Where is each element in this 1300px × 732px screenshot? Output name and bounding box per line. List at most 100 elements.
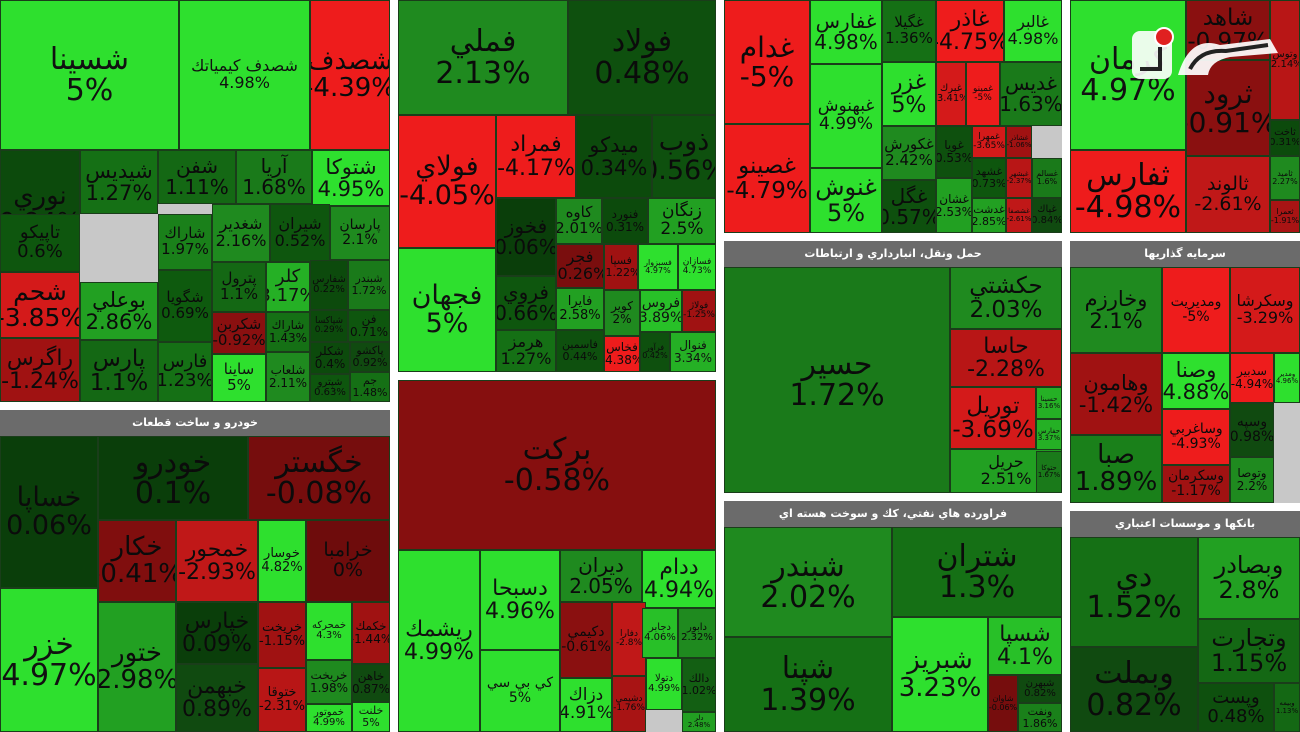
stock-tile[interactable]: دزاك 4.91% bbox=[560, 678, 612, 732]
stock-tile[interactable]: راگرس -1.24% bbox=[0, 338, 80, 402]
stock-tile[interactable]: ثرود-0.91% bbox=[1186, 60, 1270, 156]
stock-tile[interactable]: خموتور 4.99% bbox=[306, 704, 352, 732]
stock-tile[interactable]: ختور 2.98% bbox=[98, 602, 176, 732]
stock-tile[interactable]: شاراك 1.43% bbox=[266, 312, 310, 352]
stock-tile[interactable]: حسير 1.72% bbox=[724, 267, 950, 493]
stock-tile[interactable]: شيران 0.52% bbox=[270, 204, 330, 262]
stock-tile[interactable]: فرآور 0.42% bbox=[640, 332, 670, 372]
stock-tile[interactable]: وخارزم 2.1% bbox=[1070, 267, 1162, 353]
stock-tile[interactable]: ثاخت 0.31% bbox=[1270, 120, 1300, 156]
stock-tile[interactable]: غكورش 2.42% bbox=[882, 126, 936, 180]
stock-tile[interactable]: شلعاب 2.11% bbox=[266, 352, 310, 402]
stock-tile[interactable]: وتوس-2.14% bbox=[1270, 0, 1300, 120]
stock-tile[interactable]: دجابر 4.06% bbox=[642, 608, 678, 658]
stock-tile[interactable]: فمراد -4.17% bbox=[496, 115, 576, 198]
stock-tile[interactable]: حفارس 3.37% bbox=[1036, 419, 1062, 451]
stock-tile[interactable]: ومديريت -5% bbox=[1162, 267, 1230, 353]
stock-tile[interactable]: زنگان 2.5% bbox=[648, 198, 716, 244]
stock-tile[interactable]: غشصفا -2.61% bbox=[1006, 198, 1032, 233]
stock-tile[interactable]: سدبير -4.94% bbox=[1230, 353, 1274, 403]
stock-tile[interactable]: وبصادر 2.8% bbox=[1198, 537, 1300, 619]
stock-tile[interactable]: غنوش 5% bbox=[810, 168, 882, 233]
stock-tile[interactable]: خبهمن 0.89% bbox=[176, 664, 258, 732]
stock-tile[interactable]: فسپا-1.22% bbox=[604, 244, 638, 290]
stock-tile[interactable]: شسپا 4.1% bbox=[988, 617, 1062, 675]
stock-tile[interactable]: خودرو 0.1% bbox=[98, 436, 248, 520]
stock-tile[interactable]: وهامون -1.42% bbox=[1070, 353, 1162, 435]
stock-tile[interactable]: غالبر 4.98% bbox=[1004, 0, 1062, 62]
stock-tile[interactable]: وسكرمان -1.17% bbox=[1162, 465, 1230, 503]
stock-tile[interactable]: غدشت 2.85% bbox=[972, 198, 1006, 233]
stock-tile[interactable]: فسبزوار 4.97% bbox=[638, 244, 678, 290]
stock-tile[interactable]: شيديس 1.27% bbox=[80, 150, 158, 214]
stock-tile[interactable]: فاسمين 0.44% bbox=[556, 330, 604, 372]
stock-tile[interactable]: غسالم 1.6% bbox=[1032, 158, 1062, 198]
stock-tile[interactable]: خريخت -1.15% bbox=[258, 602, 306, 668]
stock-tile[interactable]: شپنا 1.39% bbox=[724, 637, 892, 732]
stock-tile[interactable]: دابور 2.32% bbox=[678, 608, 716, 658]
stock-tile[interactable]: ديران 2.05% bbox=[560, 550, 642, 602]
stock-tile[interactable]: شغدير 2.16% bbox=[212, 204, 270, 262]
stock-tile[interactable]: غگيلا 1.36% bbox=[882, 0, 936, 62]
stock-tile[interactable]: حاسا -2.28% bbox=[950, 329, 1062, 387]
stock-tile[interactable]: خكار-0.41% bbox=[98, 520, 176, 602]
stock-tile[interactable]: فملي 2.13% bbox=[398, 0, 568, 115]
stock-tile[interactable]: غصينو -4.79% bbox=[724, 124, 810, 233]
stock-tile[interactable]: ساينا 5% bbox=[212, 354, 266, 402]
stock-tile[interactable]: غمينو -5% bbox=[966, 62, 1000, 126]
stock-tile[interactable]: فروس 3.89% bbox=[640, 290, 682, 332]
stock-tile[interactable]: شكربن -0.92% bbox=[212, 312, 266, 354]
stock-tile[interactable]: شبريز 3.23% bbox=[892, 617, 988, 732]
stock-tile[interactable]: بوعلي 2.86% bbox=[80, 282, 158, 340]
stock-tile[interactable]: غشاذر -1.06% bbox=[1006, 126, 1032, 158]
stock-tile[interactable]: فخوز 0.06% bbox=[496, 198, 556, 276]
stock-tile[interactable]: دالك 1.02% bbox=[682, 658, 716, 712]
stock-tile[interactable]: كوير 2% bbox=[604, 290, 640, 336]
stock-tile[interactable]: ميدكو 0.34% bbox=[576, 115, 652, 198]
stock-tile[interactable]: پارسان 2.1% bbox=[330, 206, 390, 260]
stock-tile[interactable]: غپاك 0.84% bbox=[1032, 198, 1062, 233]
stock-tile[interactable]: دي 1.52% bbox=[1070, 537, 1198, 647]
stock-tile[interactable]: وبملت 0.82% bbox=[1070, 647, 1198, 732]
stock-tile[interactable]: بركت -0.58% bbox=[398, 380, 716, 550]
stock-tile[interactable]: فنورد 0.31% bbox=[602, 198, 648, 244]
stock-tile[interactable]: شتوكا 4.95% bbox=[312, 150, 390, 206]
stock-tile[interactable]: ددام 4.94% bbox=[642, 550, 716, 608]
stock-tile[interactable]: شحم -3.85% bbox=[0, 272, 80, 338]
stock-tile[interactable]: تاپيكو 0.6% bbox=[0, 214, 80, 272]
stock-tile[interactable]: دلر 2.48% bbox=[682, 712, 716, 732]
stock-tile[interactable]: خريخت 1.98% bbox=[306, 660, 352, 704]
stock-tile[interactable]: وتوصا 2.2% bbox=[1230, 457, 1274, 503]
stock-tile[interactable]: خساپا 0.06% bbox=[0, 436, 98, 588]
stock-tile[interactable]: شاوان -0.06% bbox=[988, 675, 1018, 732]
stock-tile[interactable]: شفن 1.11% bbox=[158, 150, 236, 204]
stock-tile[interactable]: پارس 1.1% bbox=[80, 340, 158, 402]
stock-tile[interactable]: شتران 1.3% bbox=[892, 527, 1062, 617]
stock-tile[interactable]: دفارا -2.8% bbox=[612, 602, 646, 676]
stock-tile[interactable]: خرامبا 0% bbox=[306, 520, 390, 602]
stock-tile[interactable]: ثعمرا -1.91% bbox=[1270, 200, 1300, 233]
stock-tile[interactable]: دتولا 4.99% bbox=[646, 658, 682, 710]
stock-tile[interactable]: شپاكسا 0.29% bbox=[310, 310, 348, 342]
stock-tile[interactable]: ذوب0.56% bbox=[652, 115, 716, 198]
stock-tile[interactable]: غمهرا -3.65% bbox=[972, 126, 1006, 158]
stock-tile[interactable]: ثالوند -2.61% bbox=[1186, 156, 1270, 233]
stock-tile[interactable]: پترول 1.1% bbox=[212, 262, 266, 312]
stock-tile[interactable]: آريا 1.68% bbox=[236, 150, 312, 204]
stock-tile[interactable]: حسينا 3.16% bbox=[1036, 387, 1062, 419]
stock-tile[interactable]: غگل0.57% bbox=[882, 180, 936, 233]
stock-tile[interactable]: فولاژ -1.25% bbox=[682, 290, 716, 332]
stock-tile[interactable]: غشهد 0.73% bbox=[972, 158, 1006, 198]
stock-tile[interactable]: وسكرشا -3.29% bbox=[1230, 267, 1300, 353]
stock-tile[interactable]: فن 0.71% bbox=[348, 310, 390, 342]
stock-tile[interactable]: دشيمي -1.76% bbox=[612, 676, 646, 732]
stock-tile[interactable]: فايرا 2.58% bbox=[556, 288, 604, 330]
stock-tile[interactable]: وصنا 4.88% bbox=[1162, 353, 1230, 409]
stock-tile[interactable]: دكيمي -0.61% bbox=[560, 602, 612, 678]
stock-tile[interactable]: ونفت 1.86% bbox=[1018, 703, 1062, 732]
stock-tile[interactable]: وپست 0.48% bbox=[1198, 683, 1274, 732]
stock-tile[interactable]: غاذر-4.75% bbox=[936, 0, 1004, 62]
stock-tile[interactable]: جم 1.48% bbox=[350, 372, 390, 402]
stock-tile[interactable]: فروي 0.66% bbox=[496, 276, 556, 330]
stock-tile[interactable]: فسازان 4.73% bbox=[678, 244, 716, 290]
